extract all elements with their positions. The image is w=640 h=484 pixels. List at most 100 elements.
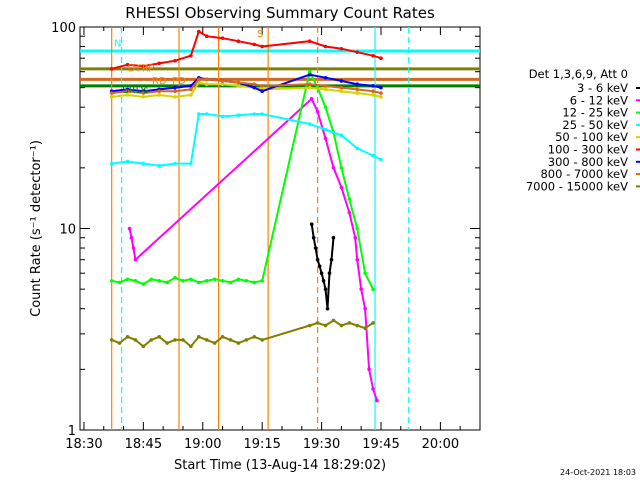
data-point [129,235,134,240]
y-tick-label: 10 [59,223,76,238]
data-point [331,318,336,323]
data-point [149,338,154,342]
data-point [307,323,312,328]
data-point [220,279,225,283]
data-point [220,82,225,87]
data-point [125,159,130,164]
annotation: F [137,64,143,75]
x-tick-label: 20:00 [422,437,459,452]
data-point [197,29,201,34]
legend-entry: 7000 - 15000 keV [526,179,628,193]
footer-date: 24-Oct-2021 18:03 [560,468,636,477]
data-point [260,112,264,116]
data-point [313,246,318,250]
legend-entry: 12 - 25 keV [562,106,628,120]
legend-entry: 50 - 100 keV [555,130,628,144]
data-point [204,279,209,283]
legend-entry: 3 - 6 keV [577,81,628,95]
data-point [109,279,114,283]
data-point [181,338,185,342]
data-point [355,226,360,231]
data-point [353,235,358,240]
series-line [111,68,374,290]
data-point [260,44,264,49]
data-point [244,279,249,283]
data-point [252,85,257,90]
data-point [173,89,177,94]
data-point [181,279,185,283]
data-point [157,89,162,94]
x-tick-label: 19:30 [303,437,340,452]
data-point [371,321,375,325]
annotation: S [257,29,263,40]
data-point [367,367,371,372]
data-point [204,77,209,82]
data-point [307,82,312,87]
data-point [189,93,193,97]
data-point [379,157,383,162]
chart-title: RHESSI Observing Summary Count Rates [125,4,435,22]
data-point [197,112,201,116]
data-point [323,105,328,109]
data-point [189,53,193,58]
y-axis-label: Count Rate (s⁻¹ detector⁻¹) [29,140,44,317]
data-point [189,87,193,92]
data-point [236,80,241,85]
data-point [189,277,193,282]
data-point [220,335,225,339]
data-point [212,341,217,345]
data-point [260,84,264,88]
legend-title: Det 1,3,6,9, Att 0 [529,67,628,81]
data-point [236,39,241,44]
legend-entry: 25 - 50 keV [562,118,628,132]
data-point [379,95,383,99]
data-point [220,114,225,119]
data-point [260,89,264,94]
data-point [371,53,375,58]
data-point [371,84,375,88]
data-point [355,91,360,95]
data-point [339,166,344,170]
data-point [133,279,138,283]
data-point [197,335,201,339]
data-point [204,82,209,87]
data-point [317,264,322,268]
data-point [204,34,209,39]
series-line [128,97,378,401]
data-point [197,77,201,82]
data-point [307,69,312,74]
data-point [173,338,177,342]
data-point [339,79,344,83]
data-point [131,246,136,250]
data-point [371,287,375,291]
data-point [109,95,114,99]
data-point [109,91,114,95]
data-point [363,306,367,311]
x-tick-label: 18:45 [125,437,162,452]
data-point [212,277,217,282]
data-point [355,50,360,54]
data-point [323,87,328,92]
series-line [111,81,382,98]
data-point [339,89,344,94]
data-point [252,112,257,116]
data-point [323,287,328,291]
data-point [157,93,162,97]
data-point [236,113,241,117]
data-point [189,161,193,166]
data-point [309,222,314,227]
data-point [363,271,367,276]
data-point [220,36,225,40]
x-tick-label: 19:45 [362,437,399,452]
legend-entry: 6 - 12 keV [570,93,628,107]
data-point [325,306,330,311]
data-point [252,280,257,285]
data-point [315,109,320,114]
data-point [311,235,316,240]
data-point [321,279,326,283]
data-point [323,84,328,88]
data-point [141,95,146,99]
annotation: P [148,64,154,75]
